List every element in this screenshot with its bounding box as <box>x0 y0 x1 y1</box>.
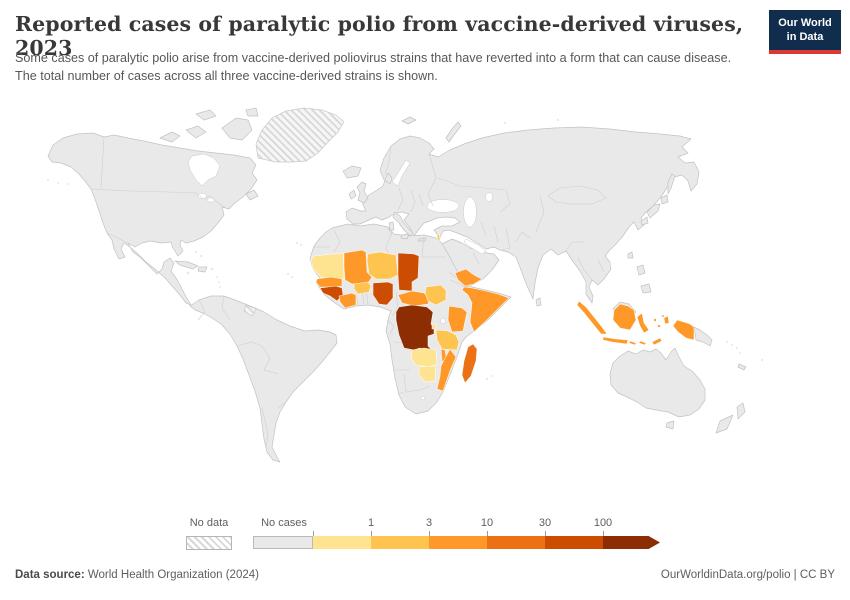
country-nigeria[interactable] <box>372 281 394 306</box>
baltic-sea <box>391 159 411 187</box>
black-sea <box>426 199 460 213</box>
great-lake <box>197 192 207 200</box>
owid-logo: Our World in Data <box>769 10 841 54</box>
legend-bin-100[interactable] <box>545 536 603 549</box>
landmass-papua-new-guinea <box>693 326 713 347</box>
data-source-text: World Health Organization (2024) <box>84 569 259 581</box>
country-zimbabwe[interactable] <box>418 365 437 383</box>
data-source-label: Data source: <box>15 569 85 581</box>
legend-no-cases-label: No cases <box>261 517 307 529</box>
country-chad[interactable] <box>397 252 420 292</box>
legend-bin-3[interactable] <box>371 536 429 549</box>
no-data-regions <box>243 107 345 317</box>
country-indonesia-west-papua[interactable] <box>672 319 695 341</box>
landmass-south-america <box>189 295 338 463</box>
legend-tick-100: 100 <box>593 517 613 529</box>
caspian-sea <box>463 196 477 228</box>
country-zambia[interactable] <box>410 347 438 368</box>
lesotho <box>420 395 426 401</box>
country-indonesia-kalimantan[interactable] <box>612 303 637 331</box>
country-tanzania[interactable] <box>435 329 460 351</box>
legend-tick-30: 30 <box>538 517 552 529</box>
legend-bin-10[interactable] <box>429 536 487 549</box>
page-title: Reported cases of paralytic polio from v… <box>15 12 744 60</box>
country-somalia[interactable] <box>461 286 510 333</box>
country-israel[interactable] <box>436 233 441 242</box>
country-cote-divoire[interactable] <box>338 292 357 309</box>
legend-bin-100-plus[interactable] <box>603 536 660 549</box>
lake-victoria <box>440 318 446 324</box>
country-mali[interactable] <box>343 249 373 285</box>
country-burkina-faso[interactable] <box>353 281 372 295</box>
world-map-svg[interactable] <box>0 100 850 510</box>
legend-tick-1: 1 <box>367 517 375 529</box>
great-lake <box>207 197 215 203</box>
water-overlays <box>187 153 493 401</box>
country-democratic-republic-of-congo[interactable] <box>395 304 435 354</box>
country-yemen[interactable] <box>454 268 483 287</box>
data-source: Data source: World Health Organization (… <box>15 569 259 581</box>
legend-no-data-swatch <box>186 536 232 550</box>
legend-tick-mark <box>487 531 488 536</box>
country-niger[interactable] <box>366 251 399 280</box>
owid-logo-line1: Our World <box>778 17 832 29</box>
legend-tick-3: 3 <box>425 517 433 529</box>
legend-tick-mark <box>371 531 372 536</box>
legend-bin-no-cases[interactable] <box>253 536 313 549</box>
legend-no-data-label: No data <box>189 517 229 529</box>
country-mozambique[interactable] <box>436 348 457 392</box>
colored-countries[interactable] <box>310 233 695 392</box>
chart-subtitle: Some cases of paralytic polio arise from… <box>15 51 732 83</box>
legend-color-bar <box>253 536 660 549</box>
country-madagascar[interactable] <box>461 343 478 384</box>
world-map[interactable] <box>0 100 850 510</box>
country-indonesia-java[interactable] <box>602 336 629 345</box>
country-indonesia-sulawesi[interactable] <box>636 312 650 334</box>
legend-tick-mark <box>603 531 604 536</box>
legend-tick-mark <box>545 531 546 536</box>
country-kenya[interactable] <box>447 305 468 333</box>
legend-tick-mark <box>313 531 314 536</box>
persian-gulf <box>463 238 487 255</box>
legend-bin-30[interactable] <box>487 536 545 549</box>
country-south-sudan[interactable] <box>424 284 447 306</box>
owid-logo-line2: in Data <box>786 31 824 44</box>
country-senegal[interactable] <box>315 276 343 288</box>
country-burundi[interactable] <box>431 323 437 330</box>
chart-footer: Data source: World Health Organization (… <box>15 569 835 581</box>
landmass-north-america <box>47 132 258 306</box>
country-french-guiana[interactable] <box>243 304 257 317</box>
legend-tick-10: 10 <box>480 517 494 529</box>
country-indonesia-sumatra[interactable] <box>576 300 608 335</box>
aral-sea <box>485 192 493 202</box>
hudson-bay <box>187 153 221 187</box>
landmass-australia <box>609 347 706 418</box>
legend-bin-1[interactable] <box>313 536 371 549</box>
credit-link[interactable]: OurWorldinData.org/polio | CC BY <box>660 569 835 581</box>
country-mauritania[interactable] <box>310 252 345 280</box>
country-greenland[interactable] <box>255 107 345 163</box>
legend-tick-mark <box>429 531 430 536</box>
